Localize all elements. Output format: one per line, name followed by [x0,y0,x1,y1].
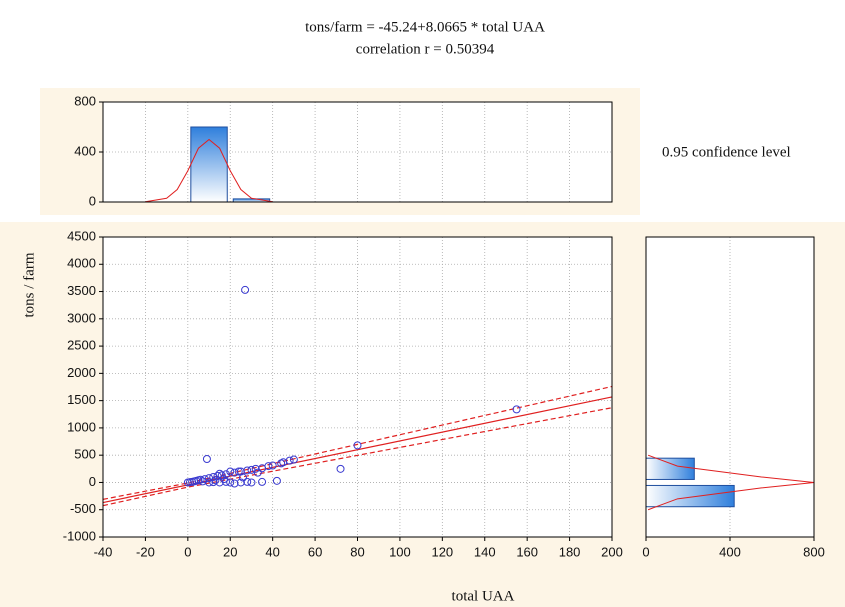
chart-title: tons/farm = -45.24+8.0665 * total UAA [305,19,545,35]
y-tick-label: 800 [74,93,96,108]
histogram-bar [190,126,228,203]
x-tick-label: 400 [719,544,741,559]
y-tick-label: 4000 [67,256,96,271]
scatter-point [211,476,220,485]
x-tick-label: 120 [431,544,453,559]
chart-subtitle: correlation r = 0.50394 [356,41,495,57]
y-tick-label: -500 [70,501,96,516]
scatter-point [234,467,243,476]
scatter-point [251,464,260,473]
scatter-point [192,476,201,485]
x-tick-label: 100 [389,544,411,559]
scatter-point [222,477,231,486]
y-tick-label: 3000 [67,310,96,325]
main-frame [102,236,613,538]
x-tick-label: -20 [136,544,155,559]
x-tick-label: 160 [516,544,538,559]
scatter-point [230,479,239,488]
x-axis-label: total UAA [452,588,515,604]
scatter-point [236,478,245,487]
scatter-point [202,455,211,463]
x-tick-label: 0 [184,544,191,559]
regression-line [102,385,613,500]
scatter-point [198,477,207,486]
fit-curve [145,138,273,203]
x-tick-label: -40 [94,544,113,559]
x-tick-label: 60 [308,544,322,559]
right-frame [645,236,815,538]
scatter-point [226,478,235,487]
y-tick-label: 3500 [67,283,96,298]
scatter-point [241,285,250,294]
scatter-point [196,475,205,484]
y-tick-label: 0 [89,474,96,489]
x-tick-label: 20 [223,544,237,559]
scatter-point [512,405,521,414]
scatter-point [243,477,252,486]
histogram-bar [645,484,735,508]
y-tick-label: 1000 [67,419,96,434]
x-tick-label: 800 [803,544,825,559]
scatter-point [264,462,273,471]
scatter-point [230,468,239,477]
scatter-point [336,464,345,473]
scatter-point [258,477,267,486]
scatter-point [238,473,247,482]
scatter-point [268,461,277,470]
histogram-bar [645,457,695,480]
y-tick-label: 1500 [67,392,96,407]
scatter-point [226,467,235,476]
x-tick-label: 140 [474,544,496,559]
scatter-point [289,455,298,464]
scatter-point [247,478,256,487]
scatter-point [272,476,281,485]
regression-line [102,407,613,507]
y-tick-label: 2500 [67,338,96,353]
scatter-point [353,441,362,450]
x-tick-label: 180 [559,544,581,559]
x-tick-label: 80 [350,544,364,559]
y-tick-label: 2000 [67,365,96,380]
x-tick-label: 0 [642,544,649,559]
scatter-point [222,470,231,479]
scatter-point [243,466,252,475]
y-tick-label: -1000 [63,528,96,543]
scatter-point [277,459,286,468]
y-tick-label: 0 [89,193,96,208]
scatter-point [217,471,226,480]
top-frame [102,101,613,203]
y-axis-label: tons / farm [21,252,37,317]
scatter-point [219,475,228,484]
scatter-point [253,468,262,477]
y-tick-label: 500 [74,447,96,462]
y-tick-label: 4500 [67,228,96,243]
annotation: 0.95 confidence level [662,144,791,160]
x-tick-label: 40 [265,544,279,559]
y-tick-label: 400 [74,143,96,158]
x-tick-label: 200 [601,544,623,559]
scatter-point [209,478,218,487]
scatter-point [215,469,224,478]
